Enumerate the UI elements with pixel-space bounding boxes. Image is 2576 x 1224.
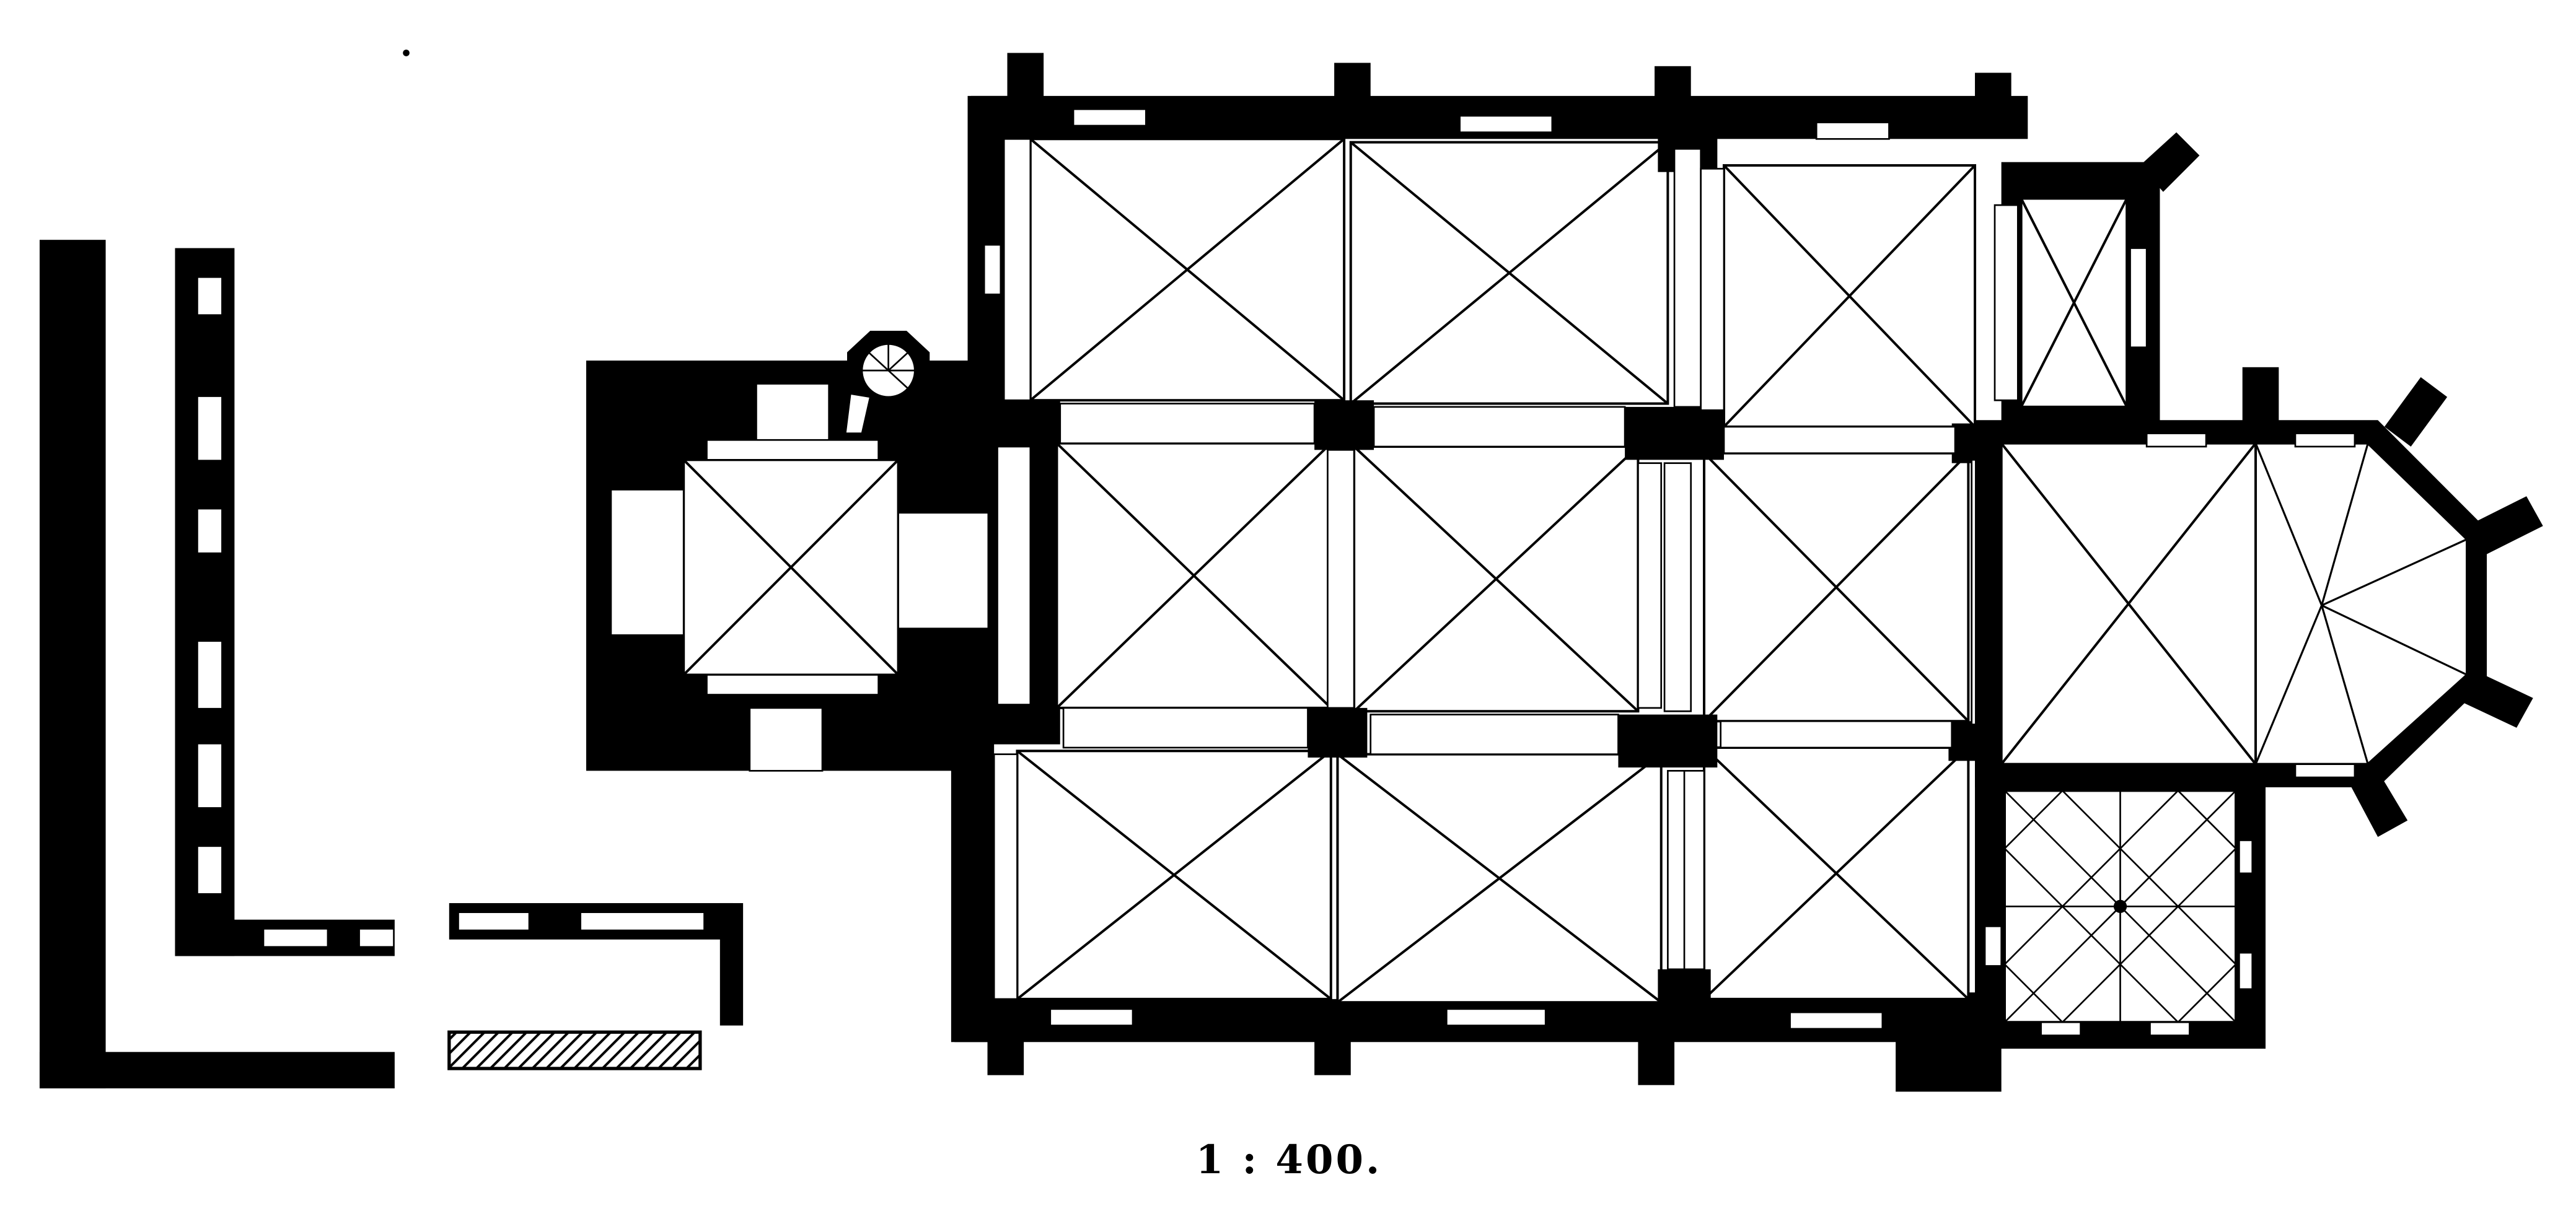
inner-wall-vertical — [175, 248, 235, 956]
arch-strips — [993, 138, 1993, 1000]
south-sacristy — [1975, 764, 2266, 1049]
west-tower — [586, 331, 992, 772]
scale-label: 1 : 400. — [1195, 1137, 1383, 1183]
windows — [983, 108, 1890, 1030]
choir-interior — [2000, 442, 2469, 766]
apse-buttresses — [2242, 367, 2543, 837]
tower-east-passage — [897, 512, 992, 630]
vault-bays — [1016, 138, 1977, 1004]
outer-wall-horizontal-left — [39, 1052, 395, 1089]
west-wall-south — [951, 727, 995, 1043]
inner-wall-return — [719, 903, 744, 1026]
tower-north-niche — [755, 383, 830, 441]
north-chapel-buttress — [2140, 132, 2200, 192]
tower-south-niche — [749, 707, 824, 772]
outer-wall-horizontal-right-hatched — [447, 1030, 702, 1070]
apse-ribs — [2254, 443, 2468, 765]
north-chapel — [1994, 132, 2200, 431]
enclosure-walls — [39, 240, 744, 1089]
choir — [1975, 367, 2543, 837]
tower-west-portal — [610, 489, 685, 636]
outer-wall-vertical — [39, 240, 106, 1089]
vault-ribs — [1016, 138, 1976, 1003]
inner-wall-openings — [198, 278, 222, 893]
